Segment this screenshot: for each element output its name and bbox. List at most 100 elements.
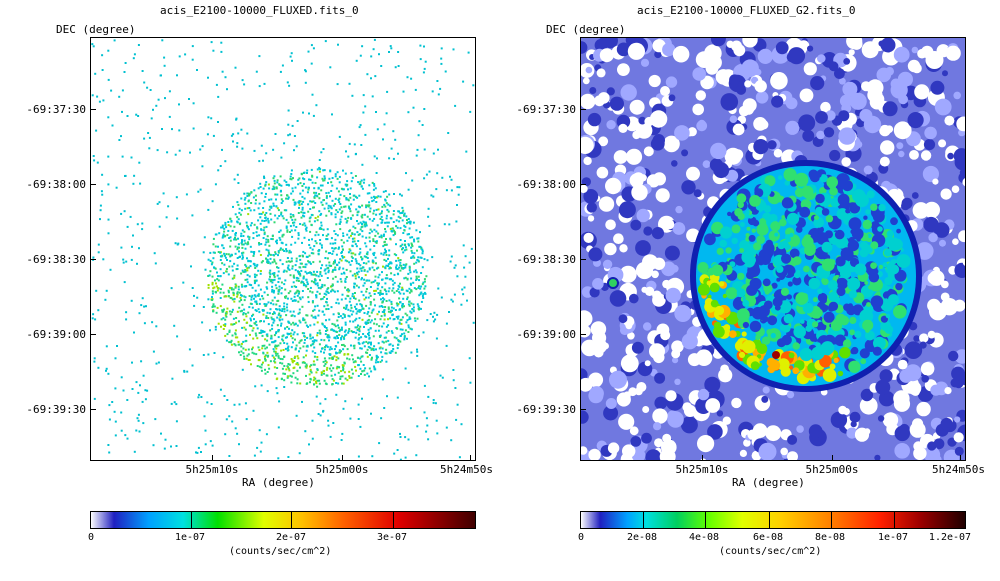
right-image-blob [803,62,817,76]
left-image-pixel [416,237,419,240]
left-image-pixel [406,298,409,301]
right-image-plot[interactable] [580,37,966,461]
left-image-pixel [345,198,348,201]
left-image-pixel [332,250,335,253]
left-image-pixel [376,128,379,131]
left-image-pixel [234,332,237,335]
left-image-pixel [431,256,434,259]
right-image-blob [940,280,949,289]
left-image-pixel [277,356,280,359]
left-image-pixel [221,226,224,229]
left-image-pixel [228,237,231,239]
left-image-pixel [351,274,354,277]
right-image-blob [862,319,874,331]
left-image-plot[interactable] [90,37,476,461]
left-image-pixel [428,224,431,227]
left-image-pixel [397,257,400,260]
left-image-pixel [295,291,298,294]
left-image-pixel [282,339,285,342]
right-image-blob [693,189,702,198]
left-image-pixel [251,346,254,349]
left-image-pixel [269,269,272,272]
right-image-blob [823,311,835,323]
left-image-pixel [303,332,306,335]
left-image-pixel [219,259,222,261]
left-image-pixel [382,265,384,268]
left-image-pixel [285,243,288,246]
left-image-pixel [279,342,282,345]
left-image-pixel [173,401,176,404]
left-image-pixel [242,347,245,350]
left-image-pixel [345,276,348,278]
left-image-pixel [331,378,334,381]
left-image-pixel [410,328,413,331]
left-image-pixel [293,203,296,206]
left-image-pixel [386,395,388,398]
right-image-blob [583,232,594,243]
left-image-pixel [263,175,265,178]
left-image-pixel [400,264,403,267]
left-image-pixel [293,221,296,224]
left-image-pixel [338,181,341,184]
left-image-pixel [263,220,266,222]
left-image-pixel [310,371,313,374]
left-image-pixel [381,347,384,350]
left-image-pixel [288,363,291,366]
left-image-pixel [368,267,371,270]
left-image-pixel [178,149,181,152]
left-image-pixel [456,275,459,278]
left-image-pixel [314,315,317,318]
right-image-blob [713,321,722,330]
left-image-pixel [377,361,379,364]
left-image-pixel [363,369,366,372]
left-image-pixel [229,296,232,299]
left-image-pixel [233,262,236,265]
left-image-pixel [405,215,408,218]
left-image-pixel [356,214,359,217]
right-image-blob [807,45,814,52]
left-image-pixel [314,234,317,237]
left-image-pixel [313,196,316,199]
left-image-pixel [373,251,376,254]
left-image-pixel [305,278,308,281]
left-image-pixel [301,296,304,299]
left-image-pixel [365,245,368,248]
right-image-blob [758,119,769,130]
right-image-blob [756,343,768,355]
left-image-pixel [374,329,377,332]
left-image-pixel [219,165,222,167]
left-image-pixel [221,309,224,312]
right-image-blob [734,208,743,217]
left-image-pixel [349,210,352,213]
left-image-pixel [287,221,290,224]
right-image-blob [770,221,781,232]
left-image-pixel [280,322,283,325]
left-image-pixel [404,246,407,249]
left-image-pixel [231,334,234,337]
left-image-pixel [394,309,397,311]
left-image-pixel [145,305,147,308]
right-image-blob [725,247,732,254]
left-image-pixel [258,55,261,58]
left-image-pixel [356,273,359,276]
left-image-pixel [384,205,387,208]
left-image-pixel [276,367,279,369]
left-image-pixel [329,242,332,245]
left-image-pixel [379,336,382,338]
left-image-pixel [363,269,366,272]
left-image-pixel [323,199,325,201]
left-image-pixel [355,59,358,62]
left-image-pixel [312,252,315,255]
left-image-pixel [379,334,382,337]
left-image-pixel [137,44,140,46]
left-image-pixel [412,221,415,224]
left-image-pixel [328,261,331,264]
left-image-pixel [383,258,386,261]
left-image-pixel [203,236,206,239]
left-image-pixel [366,348,369,351]
left-image-pixel [327,233,330,236]
left-image-pixel [344,281,347,283]
right-image-blob [754,80,767,93]
left-xtick-label: 5h25m00s [315,463,369,476]
left-image-pixel [260,192,263,195]
